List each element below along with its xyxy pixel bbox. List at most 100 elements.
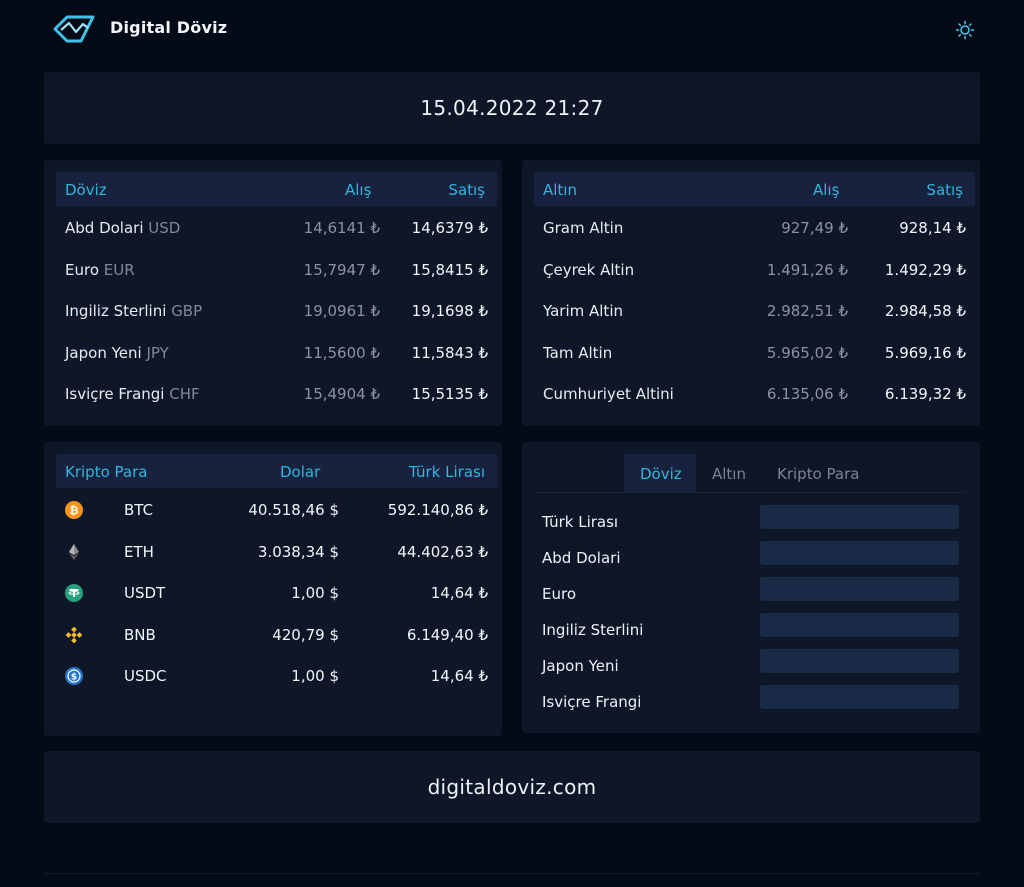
currency-row: Isviçre Frangi CHF 15,4904 ₺ 15,5135 ₺: [44, 373, 502, 414]
gold-sell: 928,14 ₺: [899, 219, 966, 237]
currency-name: Isviçre Frangi: [65, 385, 165, 403]
tab-kripto-para[interactable]: Kripto Para: [777, 465, 860, 483]
converter-row: Japon Yeni: [522, 649, 980, 685]
converter-input[interactable]: [760, 577, 959, 601]
currency-label: Abd Dolari USD: [65, 219, 180, 237]
converter-input[interactable]: [760, 505, 959, 529]
converter-label: Ingiliz Sterlini: [542, 621, 644, 639]
crypto-usd: 3.038,34 $: [257, 542, 339, 561]
currency-label: Euro EUR: [65, 261, 135, 279]
tab-doviz[interactable]: Döviz: [624, 454, 696, 492]
currency-buy-header: Alış: [345, 181, 372, 199]
currency-sell: 15,5135 ₺: [411, 385, 488, 403]
converter-label: Isviçre Frangi: [542, 693, 642, 711]
bottom-divider: [44, 873, 980, 874]
crypto-table: Kripto Para Dolar Türk Lirası ₿ BTC 40.518…: [44, 442, 502, 736]
tab-altin[interactable]: Altın: [712, 465, 746, 483]
currency-label: Ingiliz Sterlini GBP: [65, 302, 202, 320]
crypto-usd: 40.518,46 $: [248, 501, 339, 519]
currency-row: Abd Dolari USD 14,6141 ₺ 14,6379 ₺: [44, 207, 502, 248]
converter-label: Abd Dolari: [542, 549, 621, 567]
crypto-row: BNB 420,79 $ 6.149,40 ₺: [44, 614, 502, 655]
crypto-symbol: ETH: [124, 542, 154, 561]
crypto-try: 14,64 ₺: [430, 584, 488, 602]
currency-buy: 11,5600 ₺: [303, 343, 380, 362]
currency-code: USD: [148, 219, 181, 237]
converter-input[interactable]: [760, 613, 959, 637]
footer-card: digitaldoviz.com: [44, 751, 980, 823]
currency-sell: 19,1698 ₺: [411, 302, 488, 320]
crypto-try-header: Türk Lirası: [408, 463, 485, 481]
crypto-usd-header: Dolar: [280, 463, 321, 481]
svg-text:$: $: [71, 673, 77, 683]
svg-text:₿: ₿: [70, 504, 79, 517]
crypto-symbol: BNB: [124, 625, 156, 644]
currency-name: Ingiliz Sterlini: [65, 302, 167, 320]
gold-sell: 2.984,58 ₺: [884, 302, 966, 320]
currency-label: Japon Yeni JPY: [65, 344, 169, 362]
crypto-usd: 1,00 $: [291, 584, 339, 602]
currency-label: Isviçre Frangi CHF: [65, 385, 200, 403]
converter-row: Ingiliz Sterlini: [522, 613, 980, 649]
currency-sell-header: Satış: [448, 181, 485, 199]
currency-name: Japon Yeni: [65, 343, 142, 362]
crypto-try: 6.149,40 ₺: [406, 625, 488, 644]
currency-table-header: Döviz Alış Satış: [56, 172, 497, 206]
gold-name: Tam Altin: [543, 343, 613, 362]
gold-name: Yarim Altin: [543, 302, 623, 320]
gold-row: Tam Altin 5.965,02 ₺ 5.969,16 ₺: [522, 332, 980, 373]
crypto-symbol: USDC: [124, 667, 167, 685]
gold-row: Çeyrek Altin 1.491,26 ₺ 1.492,29 ₺: [522, 249, 980, 290]
currency-row: Japon Yeni JPY 11,5600 ₺ 11,5843 ₺: [44, 332, 502, 373]
converter-input[interactable]: [760, 685, 959, 709]
converter-row: Abd Dolari: [522, 541, 980, 577]
currency-name: Euro: [65, 260, 99, 279]
binance-icon: [65, 626, 83, 643]
gold-buy: 927,49 ₺: [781, 219, 848, 237]
gold-title: Altın: [543, 181, 577, 199]
gold-row: Yarim Altin 2.982,51 ₺ 2.984,58 ₺: [522, 290, 980, 331]
gold-table-header: Altın Alış Satış: [534, 172, 975, 206]
gold-name: Gram Altin: [543, 219, 624, 237]
converter-row: Türk Lirası: [522, 505, 980, 541]
crypto-symbol: USDT: [124, 584, 166, 602]
crypto-title: Kripto Para: [65, 463, 148, 481]
converter-input[interactable]: [760, 541, 959, 565]
logo-icon[interactable]: [53, 14, 95, 44]
crypto-usd: 1,00 $: [291, 667, 339, 685]
crypto-row: USDT 1,00 $ 14,64 ₺: [44, 572, 502, 613]
bitcoin-icon: ₿: [65, 501, 83, 519]
gold-row: Cumhuriyet Altini 6.135,06 ₺ 6.139,32 ₺: [522, 373, 980, 414]
currency-table: Döviz Alış Satış Abd Dolari USD 14,6141 ₺…: [44, 160, 502, 426]
app-header: Digital Döviz: [0, 0, 1024, 60]
currency-code: JPY: [146, 343, 169, 362]
converter-tabs: Döviz Altın Kripto Para: [536, 454, 966, 493]
currency-buy: 15,4904 ₺: [303, 385, 380, 403]
converter-input[interactable]: [760, 649, 959, 673]
converter-label: Euro: [542, 585, 576, 603]
sun-icon[interactable]: [955, 20, 975, 40]
gold-row: Gram Altin 927,49 ₺ 928,14 ₺: [522, 207, 980, 248]
crypto-table-header: Kripto Para Dolar Türk Lirası: [56, 454, 497, 488]
gold-sell: 1.492,29 ₺: [884, 260, 966, 279]
converter-row: Euro: [522, 577, 980, 613]
crypto-usd: 420,79 $: [272, 625, 339, 644]
usdc-icon: $: [65, 667, 83, 685]
crypto-try: 592.140,86 ₺: [387, 501, 488, 519]
currency-row: Ingiliz Sterlini GBP 19,0961 ₺ 19,1698 ₺: [44, 290, 502, 331]
footer-site-link[interactable]: digitaldoviz.com: [427, 775, 597, 799]
gold-buy: 2.982,51 ₺: [766, 302, 848, 320]
converter-label: Türk Lirası: [542, 513, 619, 531]
currency-sell: 14,6379 ₺: [411, 219, 488, 237]
brand-name[interactable]: Digital Döviz: [110, 18, 228, 37]
crypto-try: 44.402,63 ₺: [397, 542, 488, 561]
gold-buy-header: Alış: [813, 181, 840, 199]
currency-buy: 19,0961 ₺: [303, 302, 380, 320]
currency-sell: 15,8415 ₺: [411, 260, 488, 279]
currency-title: Döviz: [65, 181, 107, 199]
currency-sell: 11,5843 ₺: [411, 343, 488, 362]
gold-sell: 5.969,16 ₺: [884, 343, 966, 362]
tether-icon: [65, 584, 83, 602]
currency-code: CHF: [169, 385, 200, 403]
datetime-card: 15.04.2022 21:27: [44, 72, 980, 144]
